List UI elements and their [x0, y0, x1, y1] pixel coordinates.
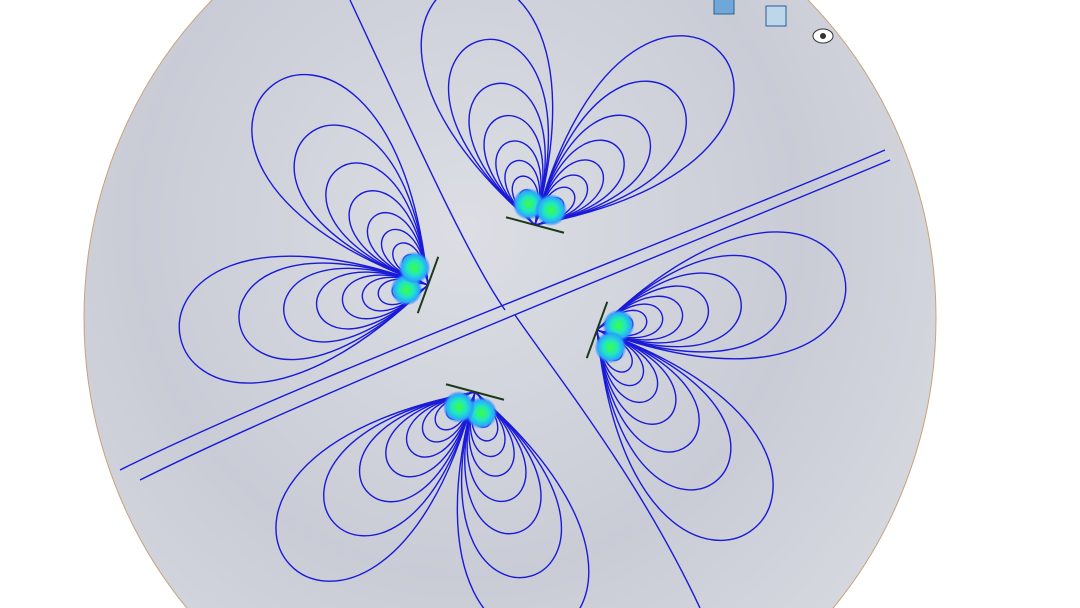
field-line	[596, 285, 710, 344]
field-line	[534, 35, 735, 226]
field-line	[596, 329, 732, 491]
field-line	[596, 295, 684, 341]
field-line	[495, 140, 542, 226]
field-line	[251, 73, 429, 286]
separatrix	[349, 0, 506, 311]
field-line	[483, 114, 544, 226]
field-line	[293, 124, 429, 286]
field-line	[348, 190, 429, 286]
model-disk	[83, 0, 937, 608]
coil-hotspot	[442, 391, 475, 424]
field-line	[238, 262, 429, 361]
field-line	[596, 329, 774, 542]
field-line	[385, 391, 476, 478]
field-line	[420, 0, 554, 226]
field-line	[596, 329, 700, 453]
field-line	[358, 391, 476, 503]
field-line	[456, 391, 590, 608]
field-line	[466, 391, 527, 503]
coils	[390, 187, 635, 430]
separatrix	[139, 159, 891, 481]
coil-conductor	[416, 256, 440, 314]
field-line	[534, 159, 605, 226]
view-eye-pupil	[820, 33, 826, 39]
field-line	[341, 274, 429, 320]
field-line	[534, 80, 687, 226]
field-line	[596, 329, 659, 404]
field-line	[275, 391, 476, 582]
coil-hotspot	[398, 251, 431, 284]
field-line	[323, 391, 476, 537]
field-line	[596, 231, 847, 360]
separatrix	[514, 314, 701, 608]
coil-hotspot	[535, 193, 568, 226]
field-line	[534, 114, 652, 226]
field-line	[325, 162, 429, 286]
field-line	[464, 391, 542, 535]
field-line	[534, 139, 625, 226]
separatrix	[119, 149, 886, 471]
field-line	[283, 267, 429, 343]
field-line	[315, 271, 429, 330]
field-line	[366, 211, 429, 286]
view-cube	[713, 0, 735, 15]
field-line	[596, 254, 787, 353]
field-line	[468, 391, 515, 477]
view-cube	[765, 5, 787, 27]
field-line	[447, 38, 550, 226]
field-line	[468, 82, 546, 226]
coil-conductor	[505, 216, 565, 234]
field-line	[460, 391, 563, 579]
field-line	[596, 272, 742, 348]
coil-conductor	[585, 301, 609, 359]
coil-hotspot	[594, 331, 627, 364]
coil-conductor	[445, 383, 505, 401]
field-line	[405, 391, 476, 458]
view-triad	[713, 0, 834, 44]
field-line	[596, 329, 677, 425]
